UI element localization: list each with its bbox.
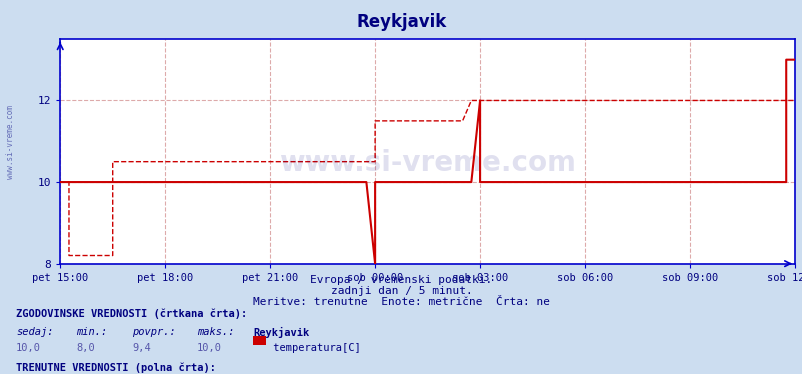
Text: www.si-vreme.com: www.si-vreme.com	[6, 105, 15, 179]
Text: 10,0: 10,0	[196, 343, 221, 353]
Text: 8,0: 8,0	[76, 343, 95, 353]
Text: Meritve: trenutne  Enote: metrične  Črta: ne: Meritve: trenutne Enote: metrične Črta: …	[253, 297, 549, 307]
Text: min.:: min.:	[76, 327, 107, 337]
Text: 10,0: 10,0	[16, 343, 41, 353]
Text: TRENUTNE VREDNOSTI (polna črta):: TRENUTNE VREDNOSTI (polna črta):	[16, 363, 216, 373]
Text: maks.:: maks.:	[196, 327, 234, 337]
Text: zadnji dan / 5 minut.: zadnji dan / 5 minut.	[330, 286, 472, 296]
Text: Reykjavik: Reykjavik	[356, 13, 446, 31]
Text: temperatura[C]: temperatura[C]	[266, 343, 360, 353]
Text: povpr.:: povpr.:	[132, 327, 176, 337]
Text: Reykjavik: Reykjavik	[253, 327, 309, 337]
Text: sedaj:: sedaj:	[16, 327, 54, 337]
Text: 9,4: 9,4	[132, 343, 151, 353]
Text: ZGODOVINSKE VREDNOSTI (črtkana črta):: ZGODOVINSKE VREDNOSTI (črtkana črta):	[16, 309, 247, 319]
Text: Evropa / vremenski podatki.: Evropa / vremenski podatki.	[310, 275, 492, 285]
Text: www.si-vreme.com: www.si-vreme.com	[279, 149, 575, 177]
